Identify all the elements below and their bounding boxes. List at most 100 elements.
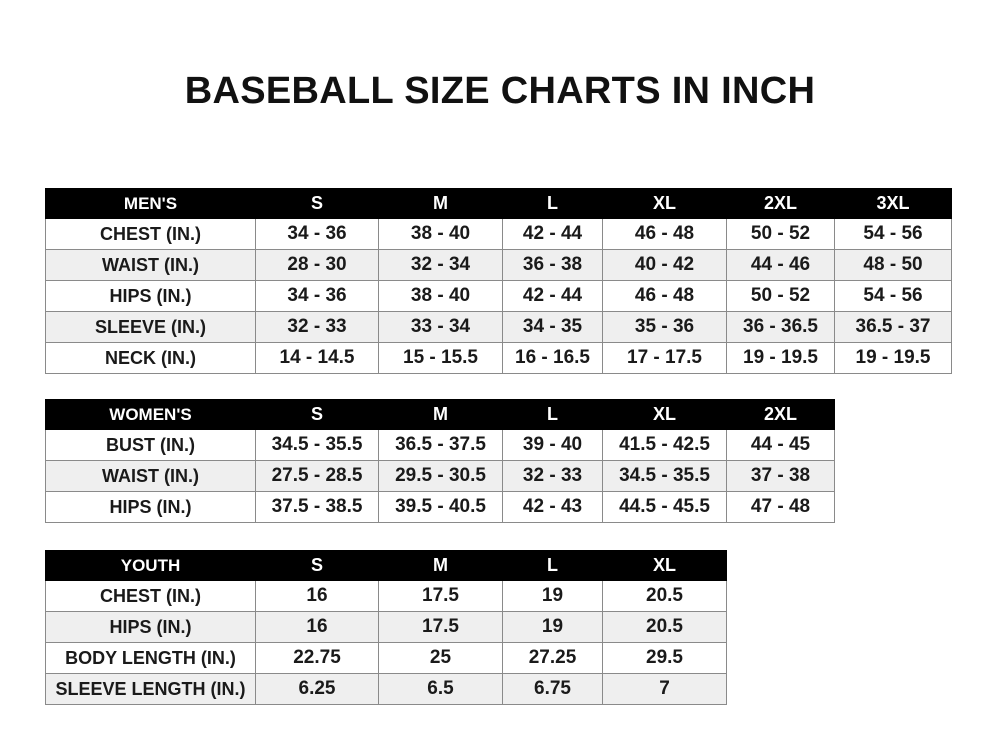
table-row: WAIST (IN.) 28 - 30 32 - 34 36 - 38 40 - 42 4… [45,249,952,281]
table-header-label: WOMEN'S [45,399,256,430]
measurement-label: BUST (IN.) [45,429,256,461]
page-title: BASEBALL SIZE CHARTS IN INCH [184,70,816,112]
size-value: 17.5 [378,611,503,643]
size-value: 16 [255,580,379,612]
size-header: M [378,188,503,219]
size-value: 36.5 - 37 [834,311,952,343]
size-value: 29.5 [602,642,727,674]
measurement-label: HIPS (IN.) [45,280,256,312]
table-header-label: MEN'S [45,188,256,219]
size-header: XL [602,399,727,430]
size-value: 17.5 [378,580,503,612]
measurement-label: BODY LENGTH (IN.) [45,642,256,674]
size-value: 32 - 33 [255,311,379,343]
size-value: 34 - 35 [502,311,603,343]
size-value: 19 - 19.5 [726,342,835,374]
measurement-label: CHEST (IN.) [45,218,256,250]
size-value: 19 [502,580,603,612]
size-header: 2XL [726,399,835,430]
table-header-label: YOUTH [45,550,256,581]
size-value: 54 - 56 [834,280,952,312]
size-value: 14 - 14.5 [255,342,379,374]
size-value: 17 - 17.5 [602,342,727,374]
size-value: 20.5 [602,611,727,643]
size-value: 44 - 46 [726,249,835,281]
table-row: SLEEVE LENGTH (IN.) 6.25 6.5 6.75 7 [45,673,727,705]
size-header: L [502,188,603,219]
size-header: M [378,550,503,581]
size-value: 46 - 48 [602,218,727,250]
size-value: 38 - 40 [378,218,503,250]
size-header: S [255,188,379,219]
size-value: 38 - 40 [378,280,503,312]
header-row: WOMEN'S S M L XL 2XL [45,399,835,430]
size-value: 37.5 - 38.5 [255,491,379,523]
youth-size-table: YOUTH S M L XL CHEST (IN.) 16 17.5 19 20.5 HIPS (I… [45,550,727,705]
size-value: 39 - 40 [502,429,603,461]
table-row: HIPS (IN.) 16 17.5 19 20.5 [45,611,727,643]
header-row: YOUTH S M L XL [45,550,727,581]
size-header: L [502,550,603,581]
measurement-label: HIPS (IN.) [45,611,256,643]
size-header: M [378,399,503,430]
size-value: 34 - 36 [255,218,379,250]
size-value: 20.5 [602,580,727,612]
size-value: 34.5 - 35.5 [602,460,727,492]
size-header: 3XL [834,188,952,219]
size-value: 50 - 52 [726,218,835,250]
size-header: 2XL [726,188,835,219]
size-header: XL [602,550,727,581]
size-value: 46 - 48 [602,280,727,312]
size-value: 16 - 16.5 [502,342,603,374]
size-value: 33 - 34 [378,311,503,343]
size-value: 40 - 42 [602,249,727,281]
measurement-label: HIPS (IN.) [45,491,256,523]
size-value: 32 - 34 [378,249,503,281]
table-row: NECK (IN.) 14 - 14.5 15 - 15.5 16 - 16.5 17 … [45,342,952,374]
measurement-label: SLEEVE (IN.) [45,311,256,343]
table-row: BODY LENGTH (IN.) 22.75 25 27.25 29.5 [45,642,727,674]
size-value: 32 - 33 [502,460,603,492]
mens-size-table: MEN'S S M L XL 2XL 3XL CHEST (IN.) 34 - 36 38 - 4… [45,188,952,374]
size-value: 39.5 - 40.5 [378,491,503,523]
table-row: BUST (IN.) 34.5 - 35.5 36.5 - 37.5 39 - 40 4… [45,429,835,461]
size-value: 41.5 - 42.5 [602,429,727,461]
size-header: L [502,399,603,430]
size-header: S [255,550,379,581]
size-value: 44 - 45 [726,429,835,461]
size-value: 25 [378,642,503,674]
measurement-label: WAIST (IN.) [45,460,256,492]
size-value: 19 - 19.5 [834,342,952,374]
size-value: 42 - 44 [502,280,603,312]
size-value: 15 - 15.5 [378,342,503,374]
size-value: 28 - 30 [255,249,379,281]
size-value: 16 [255,611,379,643]
size-value: 6.75 [502,673,603,705]
table-row: CHEST (IN.) 34 - 36 38 - 40 42 - 44 46 - 48 5… [45,218,952,250]
size-value: 42 - 44 [502,218,603,250]
size-value: 19 [502,611,603,643]
size-value: 34 - 36 [255,280,379,312]
size-value: 50 - 52 [726,280,835,312]
size-value: 44.5 - 45.5 [602,491,727,523]
size-value: 34.5 - 35.5 [255,429,379,461]
size-value: 35 - 36 [602,311,727,343]
measurement-label: WAIST (IN.) [45,249,256,281]
size-value: 36.5 - 37.5 [378,429,503,461]
womens-size-table: WOMEN'S S M L XL 2XL BUST (IN.) 34.5 - 35.5 36.5… [45,399,835,523]
size-value: 42 - 43 [502,491,603,523]
size-header: XL [602,188,727,219]
size-value: 48 - 50 [834,249,952,281]
table-row: HIPS (IN.) 34 - 36 38 - 40 42 - 44 46 - 48 50… [45,280,952,312]
size-value: 36 - 36.5 [726,311,835,343]
size-value: 27.25 [502,642,603,674]
table-row: HIPS (IN.) 37.5 - 38.5 39.5 - 40.5 42 - 43 4… [45,491,835,523]
size-value: 6.5 [378,673,503,705]
size-value: 27.5 - 28.5 [255,460,379,492]
table-row: WAIST (IN.) 27.5 - 28.5 29.5 - 30.5 32 - 33… [45,460,835,492]
measurement-label: CHEST (IN.) [45,580,256,612]
table-row: CHEST (IN.) 16 17.5 19 20.5 [45,580,727,612]
size-value: 37 - 38 [726,460,835,492]
header-row: MEN'S S M L XL 2XL 3XL [45,188,952,219]
size-value: 36 - 38 [502,249,603,281]
